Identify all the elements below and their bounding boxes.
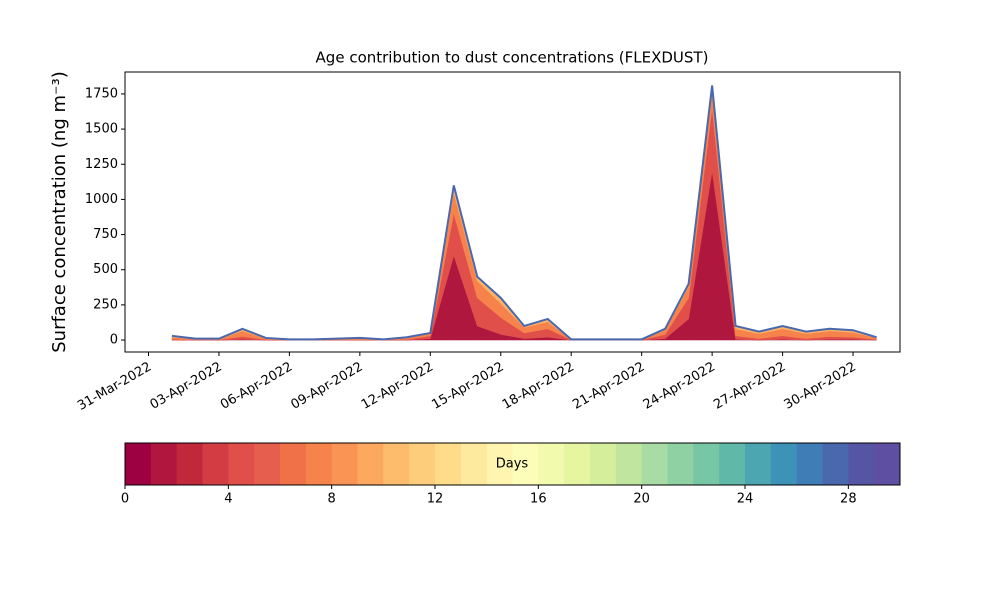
colorbar-tick-label: 16 (530, 492, 547, 507)
colorbar-bin (538, 443, 565, 485)
colorbar-bin (486, 443, 513, 485)
colorbar-bin (331, 443, 358, 485)
colorbar-bin (150, 443, 178, 485)
y-tick-label: 1250 (85, 157, 118, 172)
colorbar-bin (383, 443, 410, 485)
colorbar-bin (202, 443, 229, 485)
colorbar-tick-label: 12 (427, 492, 444, 507)
y-tick-label: 750 (93, 227, 118, 242)
colorbar-bin (641, 443, 668, 485)
chart-title: Age contribution to dust concentrations … (316, 49, 709, 67)
colorbar-bin (305, 443, 333, 485)
colorbar-bin (280, 443, 307, 485)
total-outline (171, 85, 877, 341)
colorbar-bin (745, 443, 772, 485)
y-tick-label: 1000 (85, 192, 118, 207)
colorbar-bin (125, 443, 152, 485)
y-tick-label: 1750 (85, 86, 118, 101)
age-area (171, 171, 877, 341)
x-tick-label: 24-Apr-2022 (641, 360, 718, 413)
x-tick-label: 15-Apr-2022 (429, 360, 506, 413)
colorbar-tick-label: 28 (840, 492, 857, 507)
colorbar-bin (512, 443, 539, 485)
x-tick-label: 30-Apr-2022 (782, 360, 859, 413)
colorbar-bin (564, 443, 591, 485)
colorbar-tick-label: 8 (328, 492, 336, 507)
colorbar-bin (874, 443, 901, 485)
y-axis-label: Surface concentration (ng m⁻³) (49, 71, 70, 353)
colorbar-bin (460, 443, 488, 485)
plot-frame (124, 71, 901, 353)
x-tick-label: 31-Mar-2022 (75, 360, 154, 414)
colorbar-bin (615, 443, 643, 485)
x-tick-label: 03-Apr-2022 (148, 360, 225, 413)
y-tick-label: 250 (93, 297, 118, 312)
colorbar-bin (719, 443, 746, 485)
age-area (171, 107, 877, 341)
colorbar-frame (124, 442, 901, 486)
x-tick-label: 12-Apr-2022 (359, 360, 436, 413)
colorbar-bin (176, 443, 203, 485)
x-tick-label: 09-Apr-2022 (288, 360, 365, 413)
colorbar-bin (822, 443, 849, 485)
colorbar-bin (409, 443, 436, 485)
x-tick-label: 06-Apr-2022 (218, 360, 295, 413)
colorbar-tick-label: 0 (121, 492, 129, 507)
y-tick-label: 0 (110, 333, 118, 348)
colorbar-bin (254, 443, 281, 485)
y-tick-label: 1500 (85, 122, 118, 137)
colorbar-tick-label: 20 (633, 492, 650, 507)
y-tick-label: 500 (93, 262, 118, 277)
age-area (171, 89, 877, 341)
colorbar-bin (357, 443, 384, 485)
x-tick-label: 21-Apr-2022 (570, 360, 647, 413)
colorbar-tick-label: 4 (224, 492, 232, 507)
x-tick-label: 27-Apr-2022 (711, 360, 788, 413)
colorbar-bin (435, 443, 462, 485)
colorbar-bin (770, 443, 798, 485)
colorbar-bin (228, 443, 255, 485)
age-area (171, 85, 877, 340)
colorbar-bin (590, 443, 617, 485)
colorbar-bin (848, 443, 875, 485)
colorbar-bin (693, 443, 720, 485)
colorbar-label: Days (496, 457, 529, 472)
colorbar-bin (667, 443, 694, 485)
colorbar-tick-label: 24 (737, 492, 754, 507)
colorbar-bin (796, 443, 823, 485)
x-tick-label: 18-Apr-2022 (500, 360, 577, 413)
